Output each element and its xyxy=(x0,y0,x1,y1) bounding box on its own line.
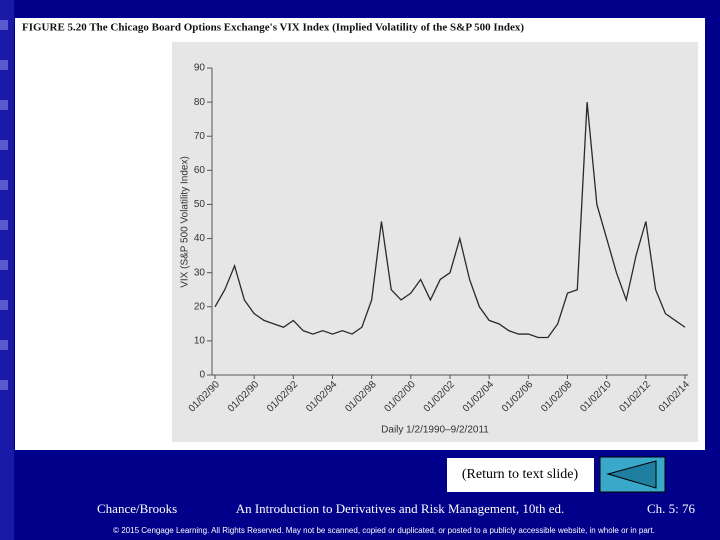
y-tick-label: 20 xyxy=(194,301,206,312)
y-tick-label: 80 xyxy=(194,97,206,108)
y-tick-label: 90 xyxy=(194,63,206,74)
y-tick-label: 60 xyxy=(194,165,206,176)
back-button[interactable] xyxy=(599,456,666,493)
y-axis-label: VIX (S&P 500 Volatility Index) xyxy=(180,156,191,288)
author: Chance/Brooks xyxy=(97,501,177,516)
vix-line xyxy=(214,102,686,339)
y-tick-label: 40 xyxy=(194,233,206,244)
chart-title: FIGURE 5.20 The Chicago Board Options Ex… xyxy=(22,22,524,34)
y-tick-label: 70 xyxy=(194,131,206,142)
left-stripes xyxy=(0,0,14,540)
page-number: Ch. 5: 76 xyxy=(647,501,696,516)
book-title: An Introduction to Derivatives and Risk … xyxy=(236,501,565,516)
y-tick-label: 0 xyxy=(199,370,205,381)
return-link-box[interactable] xyxy=(447,458,594,492)
y-tick-label: 10 xyxy=(194,336,206,347)
return-link[interactable]: (Return to text slide) xyxy=(462,467,579,482)
copyright: © 2015 Cengage Learning. All Rights Rese… xyxy=(113,526,655,535)
x-axis-label: Daily 1/2/1990–9/2/2011 xyxy=(381,425,489,436)
y-tick-label: 30 xyxy=(194,267,206,278)
y-tick-label: 50 xyxy=(194,199,206,210)
